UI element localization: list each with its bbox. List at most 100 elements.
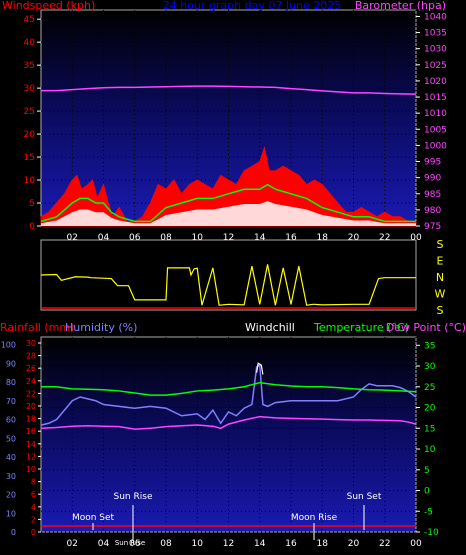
wind-y-tick-label: 15 [24,153,35,163]
wind-x-tick-label: 08 [160,233,172,243]
temp-x-tick-label: 22 [379,539,390,549]
temp-x-tick-label: 10 [192,539,204,549]
temp-x-tick-label: 04 [98,539,110,549]
windspeed-axis-label: Windspeed (kph) [2,0,95,12]
temp-y-tick-label: 0 [424,487,430,497]
rain-y-tick-label: 24 [26,377,36,386]
moon-rise-label: Moon Rise [291,513,338,523]
wind-x-tick-label: 18 [317,233,329,243]
wind-y-tick-label: 35 [24,61,35,71]
dewpoint-axis-label: Dew Point (°C) [386,321,466,334]
barometer-y-tick-label: 990 [424,174,441,184]
wind-y-tick-label: 30 [24,84,36,94]
wind-x-tick-label: 16 [285,233,297,243]
wind-x-tick-label: 20 [348,233,360,243]
moon-set-label: Moon Set [72,513,115,523]
windchill-label: Windchill [245,321,295,334]
temp-y-tick-label: 10 [424,445,436,455]
direction-series [40,264,416,309]
direction-label: N [436,271,444,284]
barometer-y-tick-label: 1040 [424,12,447,22]
temperature-axes: 02 04 06 08 10 12 14 16 18 20 22 000102030405060708… [1,339,439,549]
rain-y-tick-label: 0 [31,528,36,537]
barometer-y-tick-label: 1020 [424,77,447,87]
rainfall-axis-label: Rainfall (mm) [0,321,74,334]
rain-y-tick-label: 2 [31,515,36,524]
rain-y-tick-label: 4 [31,503,36,512]
wind-y-tick-label: 5 [29,199,35,209]
wind-y-tick-label: 0 [29,222,35,232]
wind-x-tick-label: 12 [223,233,234,243]
barometer-y-tick-label: 1030 [424,45,447,55]
wind-y-tick-label: 40 [24,38,36,48]
rain-y-tick-label: 10 [26,465,36,474]
humidity-y-tick-label: 60 [6,416,16,425]
humidity-y-tick-label: 70 [6,397,16,406]
wind-x-tick-label: 06 [129,233,141,243]
humidity-y-tick-label: 100 [1,341,16,350]
barometer-y-tick-label: 1010 [424,109,447,119]
temp-y-tick-label: -10 [424,528,439,538]
temperature-series [40,362,417,527]
rain-y-tick-label: 12 [26,452,36,461]
barometer-line [41,85,417,95]
temperature-line [41,381,417,396]
windchill-line [256,362,264,375]
temp-y-tick-label: 15 [424,424,435,434]
barometer-y-tick-label: 975 [424,222,441,232]
rain-y-tick-label: 14 [26,440,36,449]
barometer-axis-label: Barometer (hpa) [355,0,446,12]
humidity-line [40,363,417,426]
temp-y-tick-label: 35 [424,341,435,351]
temp-y-tick-label: -5 [424,507,433,517]
wind-axes: 02 04 06 08 10 12 14 16 18 20 22 000510152025303540… [24,12,448,243]
direction-label: W [435,288,446,301]
humidity-y-tick-label: 90 [6,359,16,368]
barometer-y-tick-label: 1000 [424,141,447,151]
dewpoint-line [40,415,417,430]
rain-y-tick-label: 6 [31,490,36,499]
temperature-axis-label: Temperature (°C) [313,321,409,334]
barometer-y-tick-label: 1025 [424,61,447,71]
rain-y-tick-label: 30 [26,339,36,348]
sun-rise-short-label: Sun Rise [115,539,145,547]
rain-y-tick-label: 22 [26,389,36,398]
wind-x-tick-label: 04 [98,233,110,243]
sun-set-label: Sun Set [347,492,382,502]
sun-rise-label: Sun Rise [114,492,153,502]
temp-x-tick-label: 16 [285,539,297,549]
wind-x-tick-label: 00 [410,233,422,243]
wind-x-tick-label: 02 [67,233,78,243]
direction-label: S [437,238,444,251]
wind-series [40,85,417,227]
temp-x-tick-label: 14 [254,539,266,549]
temp-x-tick-label: 18 [317,539,329,549]
humidity-y-tick-label: 0 [11,528,16,537]
temp-x-tick-label: 02 [67,539,78,549]
rain-y-tick-label: 16 [26,427,36,436]
direction-label: S [437,304,444,317]
direction-label: E [437,255,444,268]
wind-x-tick-label: 14 [254,233,266,243]
temp-x-tick-label: 06 [129,539,141,549]
wind-y-tick-label: 10 [24,176,36,186]
rain-y-tick-label: 26 [26,364,36,373]
temp-y-tick-label: 5 [424,466,430,476]
wind-y-tick-label: 20 [24,130,36,140]
humidity-y-tick-label: 10 [6,509,16,518]
wind-x-tick-label: 10 [192,233,204,243]
barometer-y-tick-label: 1015 [424,93,447,103]
temp-x-tick-label: 12 [223,539,234,549]
temp-x-tick-label: 08 [160,539,172,549]
windspeed-area [40,145,417,227]
temp-x-tick-label: 20 [348,539,360,549]
barometer-y-tick-label: 980 [424,206,441,216]
average-wind-area [41,201,416,226]
rain-y-tick-label: 28 [26,352,36,361]
humidity-y-tick-label: 40 [6,453,16,462]
temp-y-tick-label: 20 [424,404,436,414]
barometer-y-tick-label: 1005 [424,125,447,135]
